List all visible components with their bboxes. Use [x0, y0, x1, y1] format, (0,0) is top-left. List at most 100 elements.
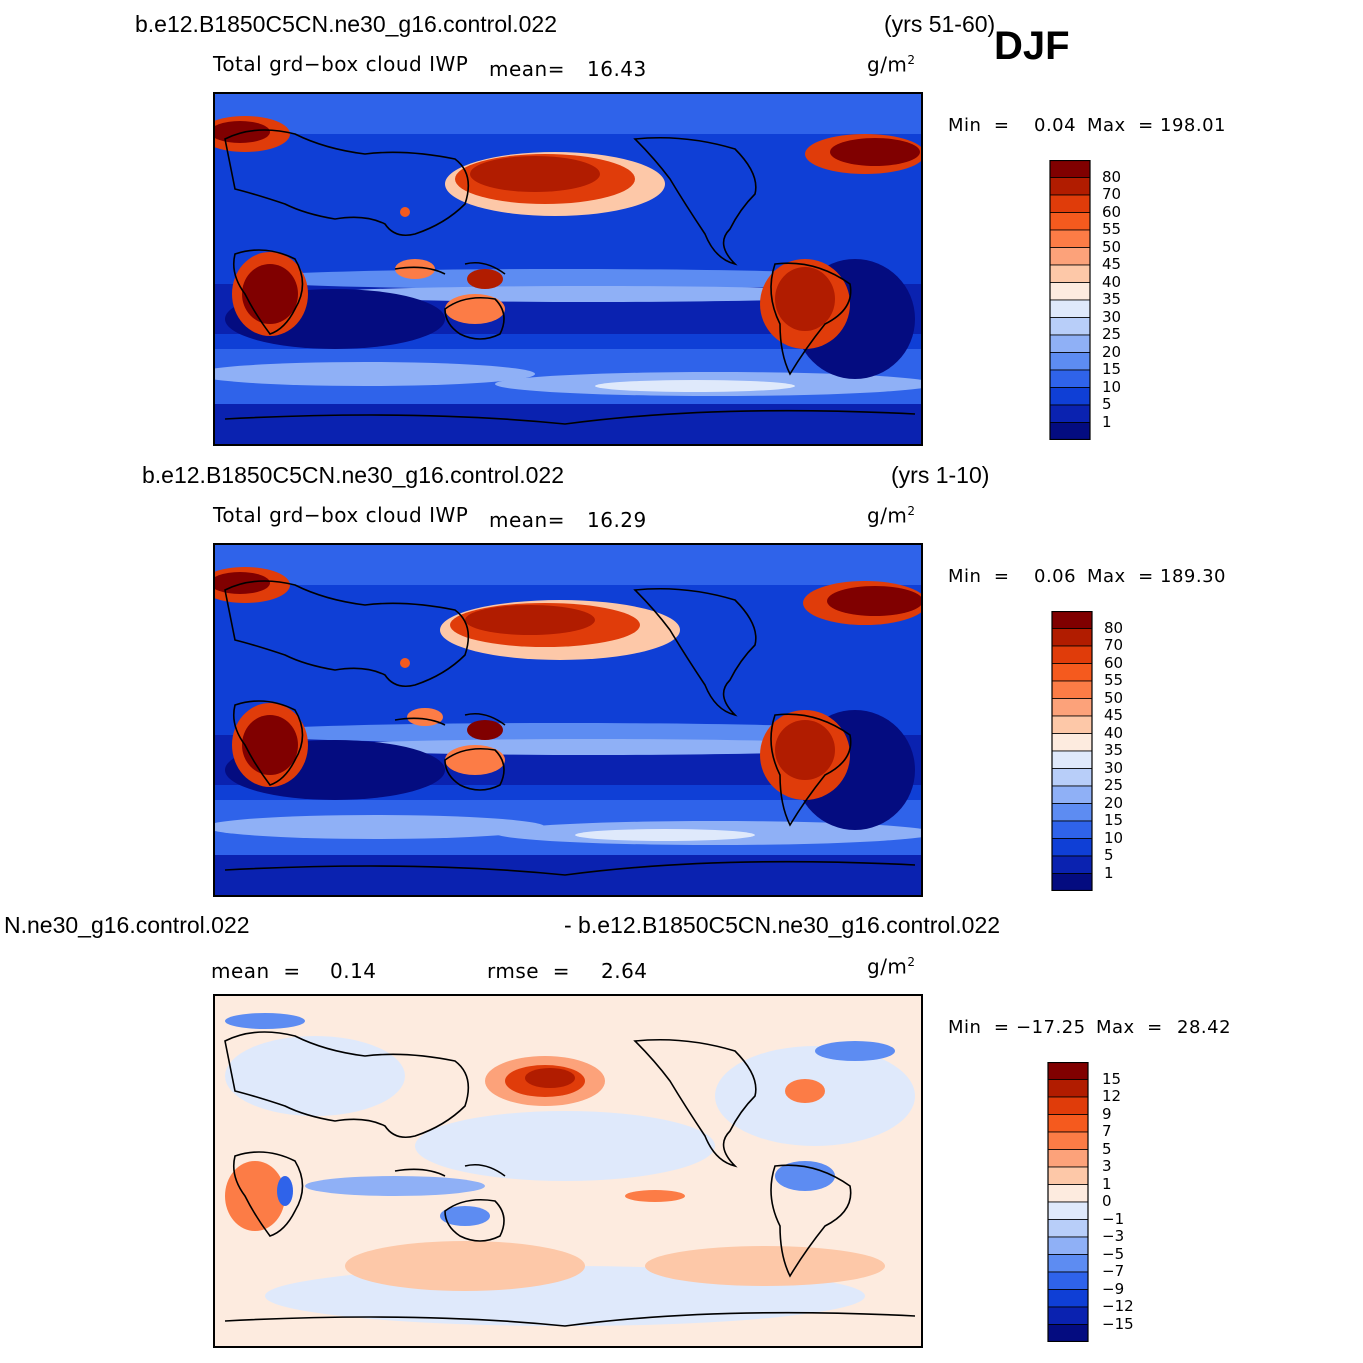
- panel1-field-label: Total grd−box cloud IWP: [213, 52, 469, 76]
- colorbar-swatch: [1051, 715, 1093, 734]
- colorbar-swatch: [1051, 628, 1093, 647]
- colorbar-tick-label: 10: [1102, 377, 1122, 396]
- colorbar-swatch: [1049, 317, 1091, 336]
- panel3-colorbar: [1047, 1062, 1089, 1342]
- colorbar-swatch: [1047, 1184, 1089, 1203]
- panel3-units: g/m2: [867, 954, 916, 979]
- colorbar-tick-label: 15: [1102, 360, 1122, 378]
- colorbar-tick-label: −5: [1102, 1244, 1125, 1263]
- panel1-max-value: 198.01: [1160, 115, 1226, 136]
- colorbar-swatch: [1047, 1254, 1089, 1273]
- colorbar-tick-label: −15: [1102, 1314, 1134, 1333]
- panel3-mean-label: mean =: [211, 959, 301, 983]
- colorbar-tick-label: 45: [1102, 255, 1122, 273]
- panel3-rmse-value: 2.64: [601, 959, 648, 983]
- panel1-case-title: b.e12.B1850C5CN.ne30_g16.control.022: [135, 11, 557, 37]
- panel3-rmse-label: rmse =: [487, 959, 571, 983]
- colorbar-tick-label: 70: [1102, 185, 1122, 203]
- colorbar-swatch: [1049, 177, 1091, 196]
- panel2-min-value: 0.06: [1034, 566, 1077, 587]
- colorbar-tick-label: 5: [1104, 846, 1114, 864]
- colorbar-tick-label: 70: [1104, 636, 1124, 654]
- colorbar-swatch: [1051, 768, 1093, 787]
- colorbar-swatch: [1051, 820, 1093, 839]
- panel3-case-right: - b.e12.B1850C5CN.ne30_g16.control.022: [564, 912, 1001, 938]
- colorbar-swatch: [1049, 282, 1091, 301]
- panel2-min-label: Min =: [948, 566, 1010, 587]
- colorbar-swatch: [1051, 855, 1093, 874]
- colorbar-tick-label: 35: [1104, 741, 1124, 759]
- panel2-mean-label: mean=: [489, 508, 565, 532]
- colorbar-swatch: [1051, 663, 1093, 682]
- colorbar-tick-label: 45: [1104, 706, 1124, 724]
- panel3-min-label: Min =: [948, 1017, 1010, 1038]
- panel2-map: [213, 543, 923, 897]
- colorbar-tick-label: −3: [1102, 1227, 1125, 1245]
- colorbar-tick-label: 12: [1102, 1087, 1122, 1105]
- panel1-colorbar-swatches: [1049, 160, 1091, 440]
- colorbar-swatch: [1049, 369, 1091, 388]
- panel3-max-value: 28.42: [1177, 1017, 1232, 1038]
- colorbar-swatch: [1049, 387, 1091, 406]
- colorbar-tick-label: 15: [1102, 1069, 1122, 1088]
- colorbar-swatch: [1051, 785, 1093, 804]
- panel2-max-label: Max =: [1087, 566, 1154, 587]
- colorbar-tick-label: −9: [1102, 1279, 1125, 1298]
- colorbar-tick-label: 20: [1102, 342, 1122, 361]
- panel2-mean-value: 16.29: [587, 508, 647, 532]
- colorbar-tick-label: 3: [1102, 1157, 1112, 1175]
- colorbar-tick-label: 20: [1104, 793, 1124, 812]
- panel1-years: (yrs 51-60): [884, 11, 996, 37]
- panel3-mean-value: 0.14: [330, 959, 377, 983]
- colorbar-tick-label: 35: [1102, 290, 1122, 308]
- colorbar-tick-label: 5: [1102, 1139, 1112, 1158]
- colorbar-tick-label: 55: [1104, 671, 1124, 689]
- panel3-colorbar-swatches: [1047, 1062, 1089, 1342]
- colorbar-tick-label: 80: [1102, 167, 1122, 186]
- colorbar-swatch: [1049, 422, 1091, 440]
- colorbar-swatch: [1049, 212, 1091, 231]
- colorbar-swatch: [1047, 1306, 1089, 1325]
- colorbar-tick-label: −7: [1102, 1262, 1125, 1280]
- panel3-max-label: Max =: [1096, 1017, 1163, 1038]
- panel2-field-label: Total grd−box cloud IWP: [213, 503, 469, 527]
- colorbar-swatch: [1051, 838, 1093, 857]
- colorbar-tick-label: 25: [1102, 325, 1122, 343]
- colorbar-tick-label: 1: [1104, 863, 1114, 882]
- colorbar-tick-label: 1: [1102, 1174, 1112, 1193]
- colorbar-swatch: [1047, 1149, 1089, 1168]
- panel2-case-title: b.e12.B1850C5CN.ne30_g16.control.022: [142, 462, 564, 488]
- colorbar-swatch: [1049, 352, 1091, 371]
- colorbar-tick-label: −1: [1102, 1209, 1125, 1228]
- panel2-max-value: 189.30: [1160, 566, 1226, 587]
- colorbar-swatch: [1047, 1166, 1089, 1185]
- colorbar-tick-label: 1: [1102, 412, 1112, 431]
- colorbar-swatch: [1047, 1079, 1089, 1098]
- colorbar-swatch: [1047, 1114, 1089, 1133]
- colorbar-tick-label: 7: [1102, 1122, 1112, 1140]
- panel1-mean-label: mean=: [489, 57, 565, 81]
- colorbar-tick-label: 55: [1102, 220, 1122, 238]
- colorbar-tick-label: 80: [1104, 618, 1124, 637]
- colorbar-tick-label: 50: [1102, 237, 1122, 256]
- colorbar-swatch: [1047, 1201, 1089, 1220]
- panel3-map: [213, 994, 923, 1348]
- colorbar-swatch: [1051, 645, 1093, 664]
- colorbar-tick-label: 9: [1102, 1104, 1112, 1123]
- colorbar-swatch: [1049, 404, 1091, 423]
- colorbar-tick-label: 40: [1102, 272, 1122, 291]
- panel1-colorbar: [1049, 160, 1091, 440]
- colorbar-tick-label: 0: [1102, 1192, 1112, 1210]
- colorbar-swatch: [1051, 680, 1093, 699]
- colorbar-tick-label: 10: [1104, 828, 1124, 847]
- panel1-max-label: Max =: [1087, 115, 1154, 136]
- colorbar-tick-label: 60: [1102, 202, 1122, 221]
- colorbar-swatch: [1047, 1219, 1089, 1238]
- colorbar-swatch: [1049, 229, 1091, 248]
- colorbar-tick-label: 50: [1104, 688, 1124, 707]
- panel2-units: g/m2: [867, 503, 916, 528]
- colorbar-swatch: [1047, 1062, 1089, 1080]
- colorbar-tick-label: −12: [1102, 1297, 1134, 1315]
- colorbar-swatch: [1051, 803, 1093, 822]
- colorbar-swatch: [1047, 1131, 1089, 1150]
